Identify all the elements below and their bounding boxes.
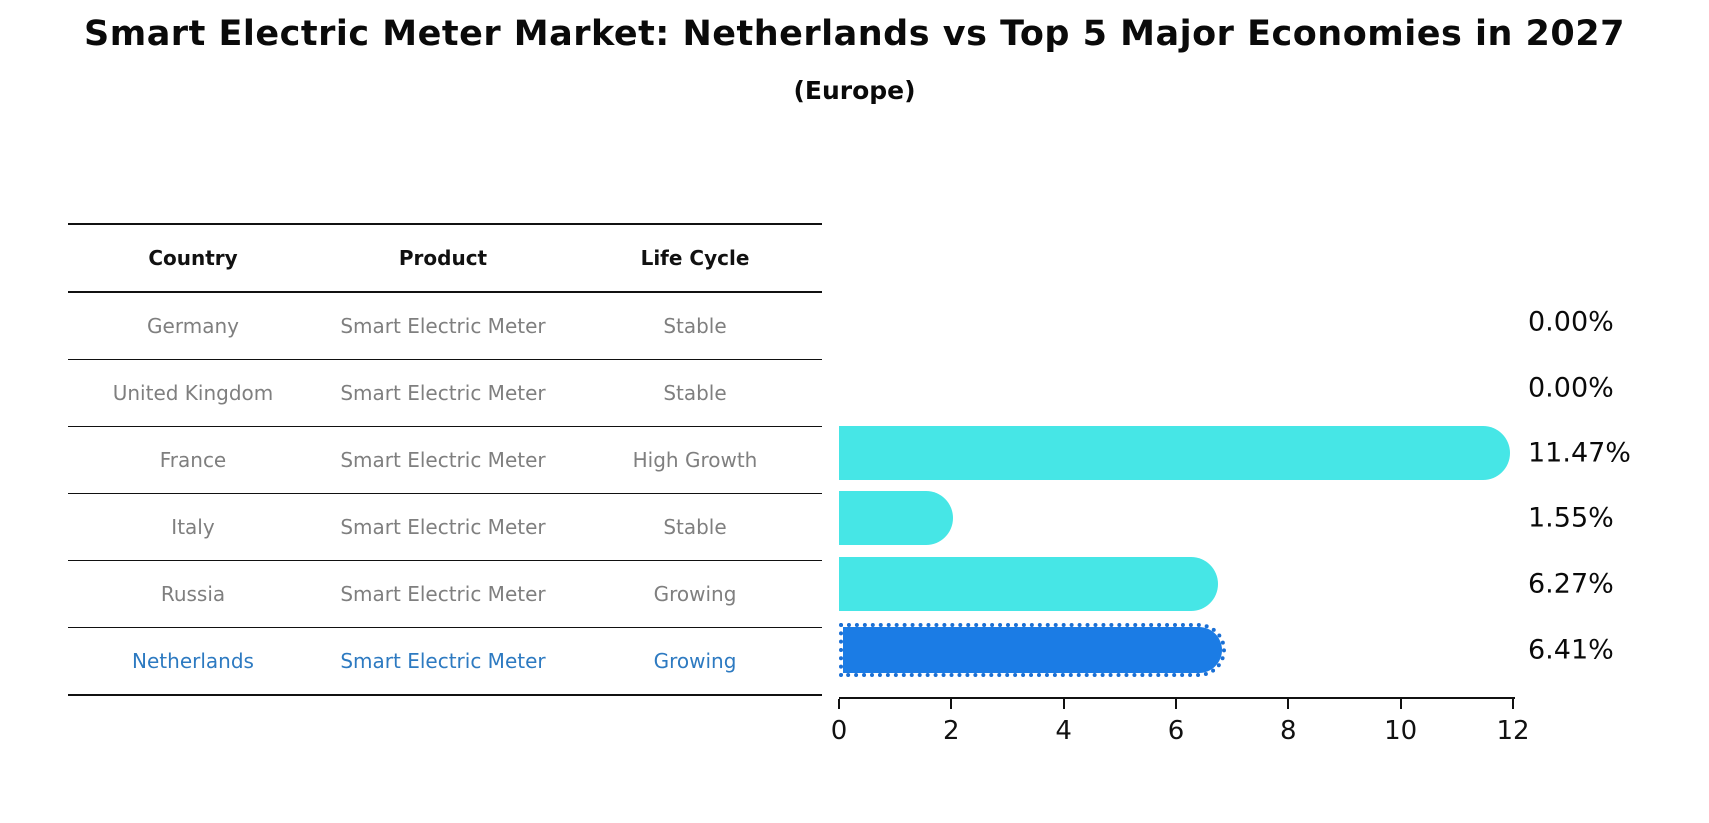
x-axis-line: [839, 697, 1515, 699]
column-header-country: Country: [148, 246, 238, 270]
column-header-life-cycle: Life Cycle: [640, 246, 750, 270]
cell-product: Smart Electric Meter: [340, 582, 546, 606]
chart-subtitle: (Europe): [793, 76, 916, 105]
value-label-france: 11.47%: [1528, 437, 1631, 469]
value-label-united-kingdom: 0.00%: [1528, 372, 1614, 404]
cell-country: United Kingdom: [112, 381, 274, 405]
cell-product: Smart Electric Meter: [340, 314, 546, 338]
x-tick-label-2: 2: [943, 716, 960, 746]
x-tick-label-12: 12: [1496, 716, 1530, 746]
cell-life-cycle: Stable: [663, 381, 727, 405]
x-tick-mark-10: [1399, 699, 1402, 709]
table-row-united-kingdom: United Kingdom Smart Electric Meter Stab…: [68, 360, 822, 427]
cell-life-cycle: High Growth: [632, 448, 758, 472]
cell-country: Italy: [171, 515, 215, 539]
cell-product: Smart Electric Meter: [340, 381, 546, 405]
table-row-germany: Germany Smart Electric Meter Stable: [68, 293, 822, 360]
value-label-italy: 1.55%: [1528, 502, 1614, 534]
x-tick-label-10: 10: [1384, 716, 1418, 746]
table-header-row: Country Product Life Cycle: [68, 225, 822, 293]
value-label-netherlands: 6.41%: [1528, 634, 1614, 666]
value-label-germany: 0.00%: [1528, 306, 1614, 338]
table-row-france: France Smart Electric Meter High Growth: [68, 427, 822, 494]
x-tick-label-0: 0: [830, 716, 848, 746]
cell-product: Smart Electric Meter: [340, 515, 546, 539]
table-row-russia: Russia Smart Electric Meter Growing: [68, 561, 822, 628]
cell-country: France: [159, 448, 227, 472]
table-row-italy: Italy Smart Electric Meter Stable: [68, 494, 822, 561]
x-tick-mark-2: [950, 699, 953, 709]
cell-product: Smart Electric Meter: [340, 649, 546, 673]
bar-france: [839, 426, 1511, 480]
cell-life-cycle: Stable: [663, 314, 727, 338]
x-tick-mark-8: [1287, 699, 1290, 709]
bar-russia: [839, 557, 1219, 611]
bar-italy: [839, 491, 954, 545]
x-tick-mark-6: [1175, 699, 1177, 709]
x-tick-label-4: 4: [1055, 716, 1072, 746]
x-tick-mark-4: [1062, 699, 1065, 709]
bar-netherlands: [839, 623, 1227, 677]
cell-country: Netherlands: [132, 649, 254, 673]
x-tick-label-8: 8: [1280, 716, 1297, 746]
country-table: Country Product Life Cycle Germany Smart…: [68, 223, 822, 696]
cell-life-cycle: Growing: [653, 582, 737, 606]
x-tick-label-6: 6: [1167, 716, 1185, 746]
cell-product: Smart Electric Meter: [340, 448, 546, 472]
x-tick-mark-12: [1512, 699, 1514, 709]
x-tick-mark-0: [838, 699, 840, 709]
value-label-russia: 6.27%: [1528, 568, 1614, 600]
chart-title: Smart Electric Meter Market: Netherlands…: [84, 14, 1625, 54]
cell-country: Russia: [160, 582, 226, 606]
cell-country: Germany: [147, 314, 239, 338]
cell-life-cycle: Stable: [663, 515, 727, 539]
column-header-product: Product: [398, 246, 488, 270]
cell-life-cycle: Growing: [653, 649, 737, 673]
table-row-netherlands: Netherlands Smart Electric Meter Growing: [68, 628, 822, 694]
